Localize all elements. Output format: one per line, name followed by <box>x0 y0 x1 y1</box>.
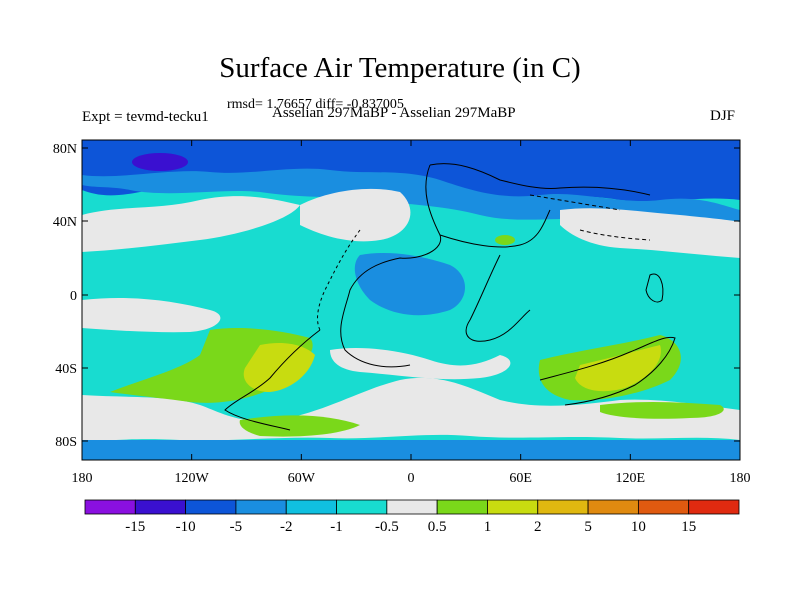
field-pos-nw-blob <box>495 235 515 245</box>
field-neutral-mid <box>82 298 221 333</box>
colorbar-box <box>688 499 740 515</box>
colorbar-box <box>587 499 639 515</box>
field-neutral-nw <box>82 196 300 252</box>
longitude-axis: 180 120W 60W 0 60E 120E 180 <box>72 140 751 486</box>
coastline-australia <box>539 336 676 406</box>
field-mid-neg-central <box>354 253 465 316</box>
field-pos-east-green <box>600 401 724 419</box>
lon-label: 0 <box>408 471 415 486</box>
latitude-axis: 80N 40N 0 40S 80S <box>53 142 740 450</box>
colorbar-label: -10 <box>176 519 196 535</box>
lon-label: 60W <box>288 471 316 486</box>
lat-label: 40N <box>53 215 77 230</box>
field-mid-neg-south <box>82 440 740 460</box>
coastline-pangea-north <box>340 163 651 368</box>
experiment-label: Expt = tevmd-tecku1 <box>82 109 209 125</box>
colorbar-label: -1 <box>330 519 343 535</box>
lat-label: 0 <box>70 289 77 304</box>
colorbar-box <box>637 499 690 515</box>
colorbar-box <box>336 499 388 515</box>
colorbar-label: -0.5 <box>375 519 399 535</box>
field-pos-australia-core <box>575 345 661 392</box>
coastline-pangea-east <box>439 209 551 342</box>
colorbar-label: 0.5 <box>428 519 447 535</box>
colorbar-label: -15 <box>125 519 145 535</box>
colorbar-label: -5 <box>230 519 243 535</box>
coastlines <box>224 163 676 431</box>
colorbar-box <box>185 499 237 515</box>
colorbar-box <box>134 499 187 515</box>
colorbar-labels: -15 -10 -5 -2 -1 -0.5 0.5 1 2 5 10 15 <box>125 519 696 535</box>
field-neutral-n-atlantic <box>300 188 411 242</box>
lon-label: 120E <box>616 471 646 486</box>
colorbar-box <box>487 499 539 515</box>
lon-label: 180 <box>72 471 93 486</box>
season-label: DJF <box>710 108 736 124</box>
field-neutral-ne <box>560 208 740 258</box>
colorbar-box <box>285 499 337 515</box>
comparison-label: Asselian 297MaBP - Asselian 297MaBP <box>272 105 516 121</box>
lat-label: 40S <box>55 362 77 377</box>
field-pos-south-green <box>239 415 360 437</box>
colorbar-box <box>436 499 488 515</box>
coastline-south-america <box>224 329 321 431</box>
lon-label: 180 <box>730 471 751 486</box>
colorbar-boxes <box>84 499 740 515</box>
lat-label: 80N <box>53 142 77 157</box>
stats-line: rmsd= 1.76657 diff= -0.837005 <box>227 97 404 112</box>
colorbar-label: 1 <box>484 519 492 535</box>
plot-title: Surface Air Temperature (in C) <box>219 52 581 84</box>
coastline-tethys <box>529 194 651 241</box>
coastline-island <box>645 273 664 303</box>
colorbar-box <box>386 499 438 515</box>
colorbar-label: -2 <box>280 519 293 535</box>
lat-label: 80S <box>55 435 77 450</box>
colorbar-label: 10 <box>631 519 646 535</box>
field-arctic-minimum <box>132 153 188 171</box>
colorbar-box <box>84 499 136 515</box>
colorbar-label: 5 <box>584 519 592 535</box>
field-neutral-ocean <box>330 348 511 380</box>
colorbar-label: 15 <box>681 519 696 535</box>
lon-label: 60E <box>509 471 532 486</box>
lon-label: 120W <box>175 471 210 486</box>
colorbar-box <box>235 499 287 515</box>
colorbar-label: 2 <box>534 519 542 535</box>
colorbar-box <box>537 499 589 515</box>
coastline-west-dashed <box>317 229 361 331</box>
